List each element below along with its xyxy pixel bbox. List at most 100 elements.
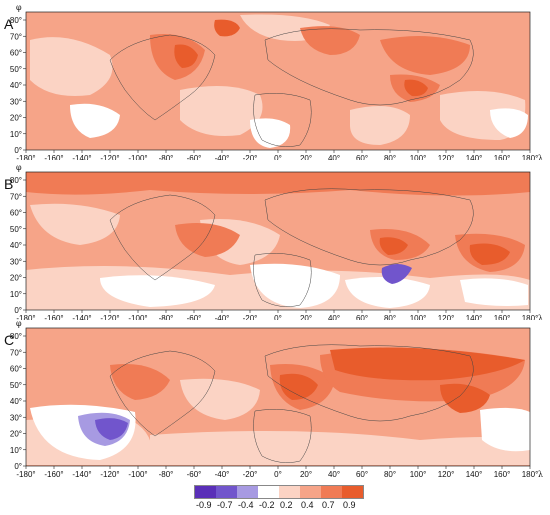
map-b-white-region-pacific xyxy=(100,275,215,307)
lon-tick-label: -60° xyxy=(187,154,202,160)
lat-tick-label: 40° xyxy=(10,397,22,406)
lon-tick-label: -40° xyxy=(215,314,230,320)
lon-tick-label: 100° xyxy=(410,154,427,160)
lon-tick-label: -80° xyxy=(159,470,174,479)
legend-swatch xyxy=(237,486,258,498)
lat-tick-label: 30° xyxy=(10,257,22,266)
legend-label: 0.2 xyxy=(280,500,293,510)
lat-tick-label: 60° xyxy=(10,365,22,374)
map-b-white-region-east-pacific xyxy=(460,278,528,306)
legend-label: 0.7 xyxy=(322,500,335,510)
lon-tick-label: -40° xyxy=(215,470,230,479)
map-b-white-region-indian xyxy=(345,276,430,308)
legend-swatch xyxy=(300,486,321,498)
lon-tick-label: -180° xyxy=(16,314,35,320)
panel-label-a: A xyxy=(4,16,14,32)
lat-tick-label: 60° xyxy=(10,49,22,58)
map-c-pale-region-south-band xyxy=(150,431,530,465)
panel-c: C -180° -160° -140° -120° -100° -80° -60° -40° -… xyxy=(0,320,550,480)
map-b: -180° -160° -140° -120° -100° -80° -60° -40° -20… xyxy=(10,163,543,320)
legend-swatch xyxy=(279,486,300,498)
lon-tick-label: -60° xyxy=(187,314,202,320)
lat-tick-label: 60° xyxy=(10,209,22,218)
map-a-pale-region-atlantic xyxy=(180,86,263,136)
lon-tick-label: -60° xyxy=(187,470,202,479)
lon-tick-label: -100° xyxy=(128,314,147,320)
lon-tick-label: -100° xyxy=(128,470,147,479)
map-c-white-region-west-pacific xyxy=(480,407,530,452)
legend-label: -0.7 xyxy=(217,500,233,510)
lon-tick-label: -40° xyxy=(215,154,230,160)
legend-swatch xyxy=(321,486,342,498)
legend-label: 0.4 xyxy=(301,500,314,510)
lat-tick-label: 80° xyxy=(10,176,22,185)
map-b-coastline-eurasia xyxy=(264,188,474,266)
lat-tick-label: 30° xyxy=(10,413,22,422)
lat-tick-label: 70° xyxy=(10,348,22,357)
lon-tick-label: 20° xyxy=(300,154,312,160)
lon-tick-label: 100° xyxy=(410,314,427,320)
lat-tick-label: 40° xyxy=(10,241,22,250)
map-a-very-strong-region-1 xyxy=(174,44,198,68)
map-b-very-strong-region-1 xyxy=(379,237,408,255)
lon-tick-label: 60° xyxy=(356,470,368,479)
lat-tick-label: 50° xyxy=(10,381,22,390)
lat-tick-label: 50° xyxy=(10,225,22,234)
legend-label: 0.9 xyxy=(343,500,356,510)
panel-a: A -180° -160° -1 xyxy=(0,0,550,160)
lon-tick-label: -20° xyxy=(243,470,258,479)
lon-tick-label: 140° xyxy=(466,314,483,320)
panel-label-c: C xyxy=(4,332,15,348)
lat-tick-label: 0° xyxy=(14,462,22,471)
legend-swatch-row xyxy=(194,485,364,499)
lon-tick-label: -20° xyxy=(243,314,258,320)
map-c-very-strong-region-europe xyxy=(279,373,318,400)
map-c-coastline-africa xyxy=(253,409,312,463)
legend-label-row: -0.9 -0.7 -0.4 -0.2 0.2 0.4 0.7 0.9 xyxy=(194,499,374,513)
map-a-very-strong-region-2 xyxy=(404,79,428,97)
lon-tick-label: 100° xyxy=(410,470,427,479)
map-a: -180° -160° -140° -120° -100° -80° -60° -40° -20… xyxy=(10,3,543,160)
lon-tick-label: -160° xyxy=(44,470,63,479)
lon-tick-label: -140° xyxy=(72,154,91,160)
map-a-pale-region-indian xyxy=(350,106,410,145)
lon-tick-label: -140° xyxy=(72,470,91,479)
lon-tick-label: -120° xyxy=(100,470,119,479)
lat-tick-label: 0° xyxy=(14,146,22,155)
lon-tick-label: -120° xyxy=(100,154,119,160)
legend-swatch xyxy=(195,486,216,498)
lon-tick-label: -160° xyxy=(44,314,63,320)
lon-tick-label: 160° xyxy=(494,154,511,160)
lon-axis-symbol: λ xyxy=(538,154,543,160)
lon-tick-label: 0° xyxy=(274,314,282,320)
lon-tick-label: 120° xyxy=(438,314,455,320)
lon-tick-label: 160° xyxy=(494,314,511,320)
legend-label: -0.9 xyxy=(196,500,212,510)
lat-tick-label: 80° xyxy=(10,16,22,25)
lon-tick-label: 120° xyxy=(438,154,455,160)
lat-tick-label: 10° xyxy=(10,290,22,299)
legend-swatch xyxy=(258,486,279,498)
map-c-very-strong-region-asia xyxy=(330,347,525,381)
lon-tick-label: -160° xyxy=(44,154,63,160)
lon-tick-label: -100° xyxy=(128,154,147,160)
map-b-blue-region-india xyxy=(381,264,412,284)
map-a-white-region-east-pacific xyxy=(70,103,120,138)
map-a-coastline-eurasia xyxy=(264,28,474,106)
lat-tick-label: 70° xyxy=(10,192,22,201)
lat-tick-label: 40° xyxy=(10,81,22,90)
lat-tick-label: 10° xyxy=(10,130,22,139)
lon-tick-label: 60° xyxy=(356,154,368,160)
map-b-coastline-africa xyxy=(253,253,312,307)
legend-label: -0.4 xyxy=(238,500,254,510)
map-c-blue-region xyxy=(95,418,128,440)
map-b-very-strong-region-2 xyxy=(469,243,510,265)
lon-tick-label: 140° xyxy=(466,154,483,160)
lat-tick-label: 70° xyxy=(10,32,22,41)
lat-tick-label: 0° xyxy=(14,306,22,315)
map-b-pale-region-pacific-north xyxy=(30,203,120,245)
lat-tick-label: 30° xyxy=(10,97,22,106)
lon-tick-label: 20° xyxy=(300,314,312,320)
map-c: -180° -160° -140° -120° -100° -80° -60° -40° -20… xyxy=(10,320,543,479)
